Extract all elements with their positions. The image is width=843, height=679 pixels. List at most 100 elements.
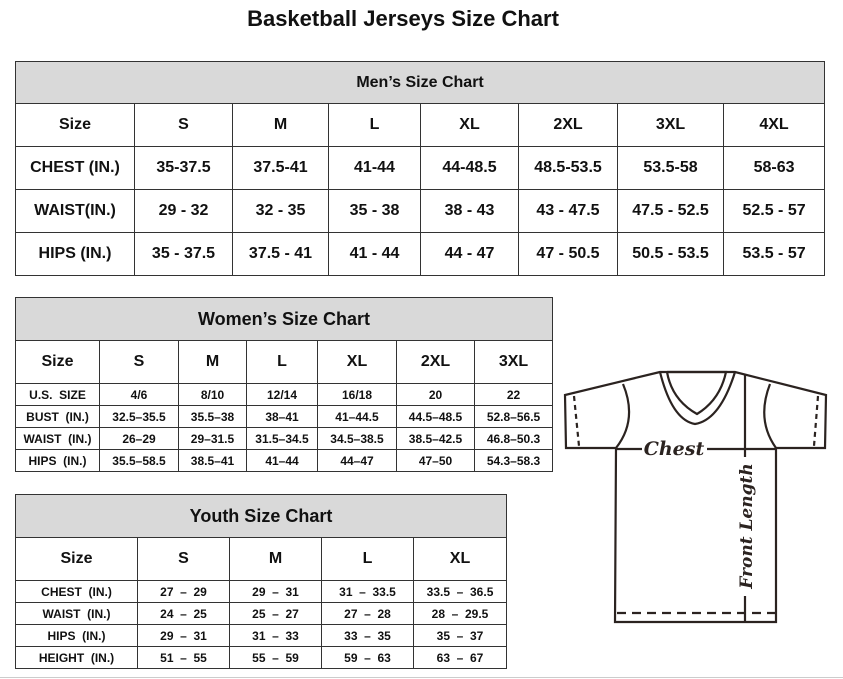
table-row: HEIGHT (IN.) 51 – 55 55 – 59 59 – 63 63 – 67	[15, 646, 508, 669]
divider	[0, 677, 843, 678]
table-cell: 38–41	[246, 405, 318, 428]
table-cell: 47 - 50.5	[518, 232, 618, 276]
table-row: HIPS (IN.) 35 - 37.5 37.5 - 41 41 - 44 44 - …	[15, 232, 826, 276]
table-cell: 31.5–34.5	[246, 427, 318, 450]
table-row: U.S. SIZE 4/6 8/10 12/14 16/18 20 22	[15, 383, 554, 406]
column-header: Size	[15, 537, 138, 581]
table-cell: 28 – 29.5	[412, 602, 508, 625]
table-cell: 35 – 37	[412, 624, 508, 647]
table-cell: 48.5-53.5	[518, 146, 618, 190]
column-header: Size	[15, 340, 100, 384]
column-header: L	[246, 340, 318, 384]
table-cell: 46.8–50.3	[473, 427, 554, 450]
row-label: BUST (IN.)	[15, 405, 100, 428]
column-header: Size	[15, 103, 135, 147]
column-header: L	[321, 537, 414, 581]
column-header: XL	[317, 340, 397, 384]
row-label: CHEST (IN.)	[15, 146, 135, 190]
table-cell: 38.5–42.5	[396, 427, 475, 450]
table-cell: 44-48.5	[420, 146, 519, 190]
table-cell: 55 – 59	[229, 646, 322, 669]
row-label: HIPS (IN.)	[15, 624, 138, 647]
shirt-outline	[563, 370, 828, 624]
table-cell: 38 - 43	[420, 189, 519, 233]
table-cell: 63 – 67	[412, 646, 508, 669]
column-header: M	[229, 537, 322, 581]
row-label: U.S. SIZE	[15, 383, 100, 406]
row-label: HIPS (IN.)	[15, 449, 100, 472]
womens-size-table: Women’s Size Chart Size S M L XL 2XL 3XL U.S. SI…	[14, 297, 554, 472]
table-row: WAIST(IN.) 29 - 32 32 - 35 35 - 38 38 - 43 43…	[15, 189, 826, 233]
table-cell: 52.5 - 57	[722, 189, 826, 233]
table-cell: 59 – 63	[321, 646, 414, 669]
youth-size-table: Youth Size Chart Size S M L XL CHEST (IN.) 27 –…	[14, 494, 508, 669]
table-cell: 29 - 32	[134, 189, 233, 233]
table-cell: 37.5-41	[232, 146, 329, 190]
column-header: 2XL	[518, 103, 618, 147]
table-row: CHEST (IN.) 27 – 29 29 – 31 31 – 33.5 33.5 –…	[15, 580, 508, 603]
header-row: Size S M L XL 2XL 3XL	[15, 340, 554, 384]
table-cell: 41-44	[328, 146, 421, 190]
table-cell: 38.5–41	[178, 449, 247, 472]
table-cell: 33 – 35	[321, 624, 414, 647]
row-label: WAIST(IN.)	[15, 189, 135, 233]
table-cell: 8/10	[178, 383, 247, 406]
table-row: WAIST (IN.) 26–29 29–31.5 31.5–34.5 34.5–38.…	[15, 427, 554, 450]
table-cell: 25 – 27	[229, 602, 322, 625]
table-row: CHEST (IN.) 35-37.5 37.5-41 41-44 44-48.5 48.…	[15, 146, 826, 190]
column-header: S	[134, 103, 233, 147]
column-header: 3XL	[617, 103, 724, 147]
table-cell: 26–29	[99, 427, 179, 450]
table-cell: 41–44.5	[317, 405, 397, 428]
table-cell: 43 - 47.5	[518, 189, 618, 233]
table-row: WAIST (IN.) 24 – 25 25 – 27 27 – 28 28 – 29.…	[15, 602, 508, 625]
table-cell: 4/6	[99, 383, 179, 406]
table-cell: 47–50	[396, 449, 475, 472]
chest-label: Chest	[644, 438, 705, 460]
column-header: XL	[420, 103, 519, 147]
table-cell: 44 - 47	[420, 232, 519, 276]
table-cell: 27 – 28	[321, 602, 414, 625]
table-cell: 41 - 44	[328, 232, 421, 276]
table-cell: 37.5 - 41	[232, 232, 329, 276]
youth-chart-caption: Youth Size Chart	[14, 494, 508, 538]
column-header: M	[232, 103, 329, 147]
table-cell: 35-37.5	[134, 146, 233, 190]
table-cell: 22	[473, 383, 554, 406]
front-length-label: Front Length	[737, 463, 757, 589]
column-header: L	[328, 103, 421, 147]
row-label: WAIST (IN.)	[15, 427, 100, 450]
table-cell: 29 – 31	[137, 624, 230, 647]
jersey-diagram: Chest Front Length	[563, 370, 828, 624]
row-label: HEIGHT (IN.)	[15, 646, 138, 669]
row-label: WAIST (IN.)	[15, 602, 138, 625]
row-label: CHEST (IN.)	[15, 580, 138, 603]
table-cell: 44–47	[317, 449, 397, 472]
table-cell: 47.5 - 52.5	[617, 189, 724, 233]
table-cell: 53.5 - 57	[722, 232, 826, 276]
table-cell: 54.3–58.3	[473, 449, 554, 472]
table-cell: 51 – 55	[137, 646, 230, 669]
row-label: HIPS (IN.)	[15, 232, 135, 276]
table-cell: 35 - 38	[328, 189, 421, 233]
table-row: HIPS (IN.) 29 – 31 31 – 33 33 – 35 35 – 37	[15, 624, 508, 647]
column-header: S	[137, 537, 230, 581]
table-cell: 33.5 – 36.5	[412, 580, 508, 603]
column-header: XL	[412, 537, 508, 581]
table-cell: 35.5–58.5	[99, 449, 179, 472]
table-cell: 35.5–38	[178, 405, 247, 428]
men-chart-caption: Men’s Size Chart	[14, 61, 826, 104]
table-cell: 58-63	[722, 146, 826, 190]
table-cell: 34.5–38.5	[317, 427, 397, 450]
table-cell: 32.5–35.5	[99, 405, 179, 428]
header-row: Size S M L XL	[15, 537, 508, 581]
page-title: Basketball Jerseys Size Chart	[247, 6, 559, 31]
column-header: S	[99, 340, 179, 384]
table-cell: 41–44	[246, 449, 318, 472]
table-cell: 29 – 31	[229, 580, 322, 603]
table-cell: 20	[396, 383, 475, 406]
table-cell: 52.8–56.5	[473, 405, 554, 428]
column-header: M	[178, 340, 247, 384]
mens-size-table: Men’s Size Chart Size S M L XL 2XL 3XL 4XL CHEST …	[14, 61, 826, 276]
women-chart-caption: Women’s Size Chart	[14, 297, 554, 341]
